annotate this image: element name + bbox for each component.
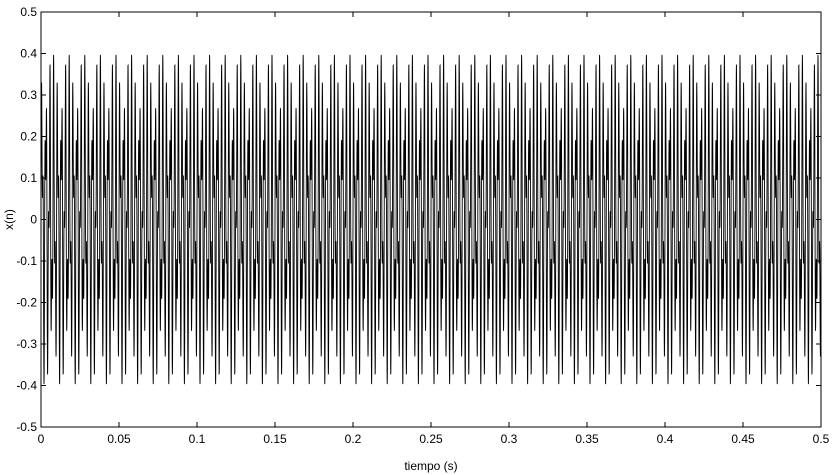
y-axis-ticks: -0.5 -0.4 -0.3 -0.2 -0.1 0 0.1 0.2 0.3 0.4 0.5: [16, 5, 821, 434]
x-tick-label: 0.25: [419, 432, 443, 446]
x-tick-label: 0.4: [657, 432, 674, 446]
signal-line: [40, 54, 822, 385]
x-tick-label: 0.45: [731, 432, 755, 446]
x-tick-label: 0.2: [345, 432, 362, 446]
signal-layer: [40, 54, 822, 385]
y-tick-label: 0: [30, 213, 37, 227]
y-tick-label: 0.1: [20, 171, 37, 185]
x-tick-label: 0.35: [575, 432, 599, 446]
x-tick-label: 0: [38, 432, 45, 446]
y-axis-label: x(n): [2, 209, 16, 230]
y-tick-label: -0.1: [16, 254, 37, 268]
x-tick-label: 0.3: [501, 432, 518, 446]
y-tick-label: 0.5: [20, 5, 37, 19]
y-tick-label: -0.4: [16, 379, 37, 393]
y-tick-label: 0.3: [20, 88, 37, 102]
y-tick-label: -0.3: [16, 337, 37, 351]
y-tick-label: -0.5: [16, 420, 37, 434]
x-tick-label: 0.05: [107, 432, 131, 446]
y-tick-label: -0.2: [16, 296, 37, 310]
x-tick-label: 0.15: [263, 432, 287, 446]
x-tick-label: 0.1: [189, 432, 206, 446]
y-tick-label: 0.4: [20, 47, 37, 61]
x-axis-ticks: 0 0.05 0.1 0.15 0.2 0.25 0.3 0.35 0.4 0.45 0.5: [38, 12, 830, 446]
x-tick-label: 0.5: [813, 432, 830, 446]
x-axis-label: tiempo (s): [404, 459, 457, 473]
y-tick-label: 0.2: [20, 130, 37, 144]
